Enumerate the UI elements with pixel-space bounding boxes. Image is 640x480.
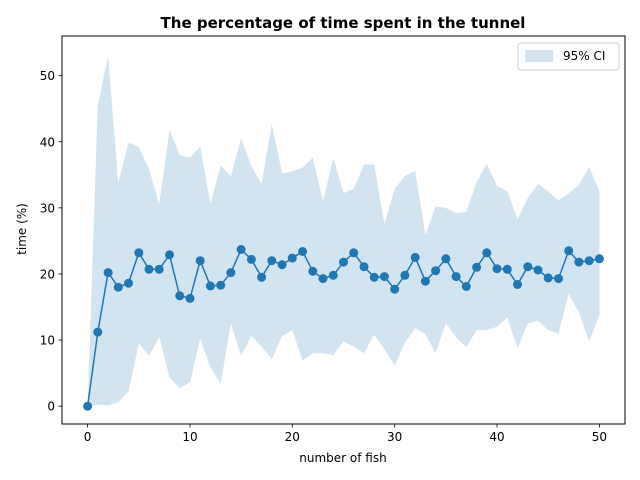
data-point [93, 327, 103, 337]
data-point [144, 264, 154, 274]
data-point [308, 266, 318, 276]
data-point [226, 268, 236, 278]
data-point [513, 280, 522, 289]
data-point [216, 280, 226, 290]
data-point [492, 264, 502, 274]
data-point [349, 248, 359, 258]
x-tick-label: 40 [489, 430, 504, 444]
data-point [318, 274, 328, 284]
data-point [379, 272, 389, 282]
x-tick-label: 10 [182, 430, 197, 444]
data-point [328, 270, 338, 280]
data-point [461, 282, 471, 291]
data-point [277, 260, 287, 270]
data-point [574, 257, 584, 267]
confidence-band-layer [87, 55, 600, 407]
data-point [124, 278, 133, 288]
confidence-band [87, 55, 600, 407]
data-point [83, 401, 93, 411]
data-point [113, 282, 123, 292]
y-tick-label: 20 [40, 267, 55, 281]
x-tick-label: 20 [285, 430, 300, 444]
data-point [410, 252, 420, 262]
data-point [267, 256, 277, 266]
x-tick-label: 50 [592, 430, 607, 444]
legend-swatch [525, 50, 553, 62]
data-point [400, 270, 410, 280]
y-tick-label: 30 [40, 201, 55, 215]
data-point [451, 272, 461, 282]
data-point [533, 265, 543, 275]
data-point [103, 268, 113, 278]
chart-title: The percentage of time spent in the tunn… [161, 14, 526, 32]
data-point [165, 250, 174, 260]
data-point [482, 248, 492, 258]
y-axis-label: time (%) [15, 203, 29, 255]
y-tick-label: 10 [40, 334, 55, 348]
data-point [185, 293, 195, 303]
data-point [523, 262, 533, 272]
data-point [502, 264, 512, 274]
legend-label: 95% CI [563, 49, 605, 63]
data-point [441, 254, 451, 264]
data-point [472, 262, 482, 272]
x-tick-label: 0 [84, 430, 92, 444]
data-point [298, 247, 308, 256]
data-point [205, 281, 215, 291]
data-point [594, 254, 604, 264]
y-ticks: 0 10 20 30 40 50 [40, 69, 62, 414]
data-point [554, 274, 563, 284]
legend: 95% CI [517, 42, 620, 71]
data-point [339, 257, 348, 267]
x-axis-label: number of fish [299, 451, 386, 465]
data-point [195, 256, 205, 266]
data-point [420, 276, 430, 286]
y-tick-label: 50 [40, 69, 55, 83]
data-point [175, 291, 185, 301]
legend-box [517, 42, 620, 71]
y-tick-label: 40 [40, 135, 55, 149]
y-tick-label: 0 [47, 400, 55, 414]
series-points-layer [83, 245, 604, 411]
data-point [287, 253, 297, 263]
data-point [134, 248, 144, 258]
data-point [564, 246, 574, 256]
data-point [431, 266, 441, 276]
x-tick-label: 30 [387, 430, 402, 444]
data-point [246, 254, 256, 264]
data-point [369, 272, 379, 282]
axes-frame [61, 35, 626, 425]
x-ticks: 0 10 20 30 40 50 [84, 424, 607, 444]
data-point [584, 256, 594, 266]
data-point [257, 272, 267, 282]
data-point [390, 284, 400, 294]
data-point [154, 264, 164, 274]
data-point [359, 262, 369, 272]
data-point [543, 273, 553, 283]
data-point [236, 245, 246, 254]
